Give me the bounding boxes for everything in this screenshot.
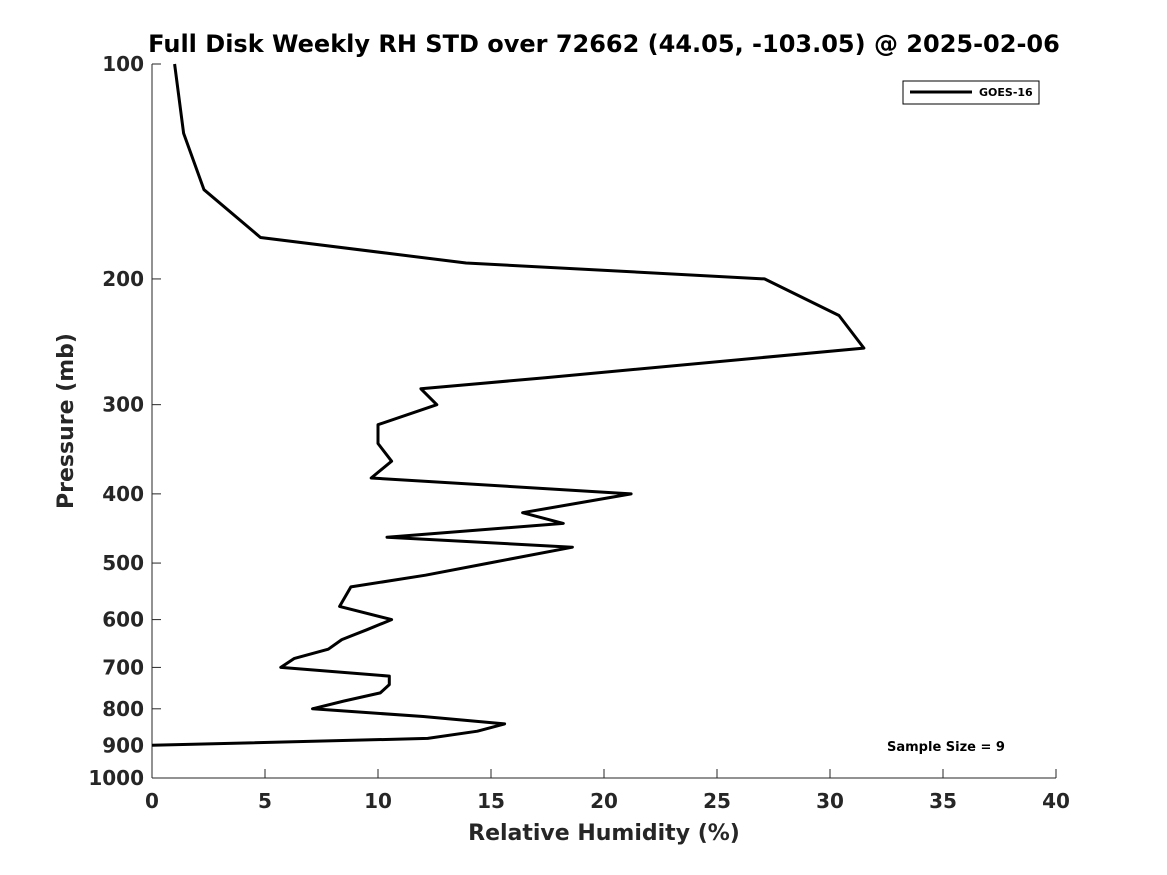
y-tick-label: 100 — [102, 52, 144, 76]
x-axis-ticks: 0 5 10 15 20 25 30 35 40 — [145, 769, 1070, 813]
chart-title: Full Disk Weekly RH STD over 72662 (44.0… — [148, 30, 1060, 58]
x-tick-label: 40 — [1042, 789, 1070, 813]
x-tick-label: 25 — [703, 789, 731, 813]
y-tick-label: 400 — [102, 482, 144, 506]
y-tick-label: 900 — [102, 733, 144, 757]
x-tick-label: 15 — [477, 789, 505, 813]
y-tick-label: 500 — [102, 551, 144, 575]
x-tick-label: 35 — [929, 789, 957, 813]
x-tick-label: 30 — [816, 789, 844, 813]
legend-entry-goes-16: GOES-16 — [979, 86, 1033, 99]
series-line-goes-16 — [151, 63, 866, 747]
x-tick-label: 5 — [258, 789, 272, 813]
y-tick-label: 600 — [102, 608, 144, 632]
y-axis-label: Pressure (mb) — [54, 333, 79, 509]
y-tick-label: 700 — [102, 655, 144, 679]
y-tick-label: 800 — [102, 697, 144, 721]
legend: GOES-16 — [902, 80, 1040, 105]
x-tick-label: 10 — [364, 789, 392, 813]
x-tick-label: 20 — [590, 789, 618, 813]
x-tick-label: 0 — [145, 789, 159, 813]
x-axis-label: Relative Humidity (%) — [468, 821, 740, 846]
y-tick-label: 1000 — [88, 766, 144, 790]
y-tick-label: 200 — [102, 267, 144, 291]
series-layer — [151, 63, 866, 747]
y-axis-ticks: 100 200 300 400 500 600 700 800 900 1000 — [88, 52, 161, 790]
sample-size-annotation: Sample Size = 9 — [887, 740, 1005, 755]
y-tick-label: 300 — [102, 393, 144, 417]
